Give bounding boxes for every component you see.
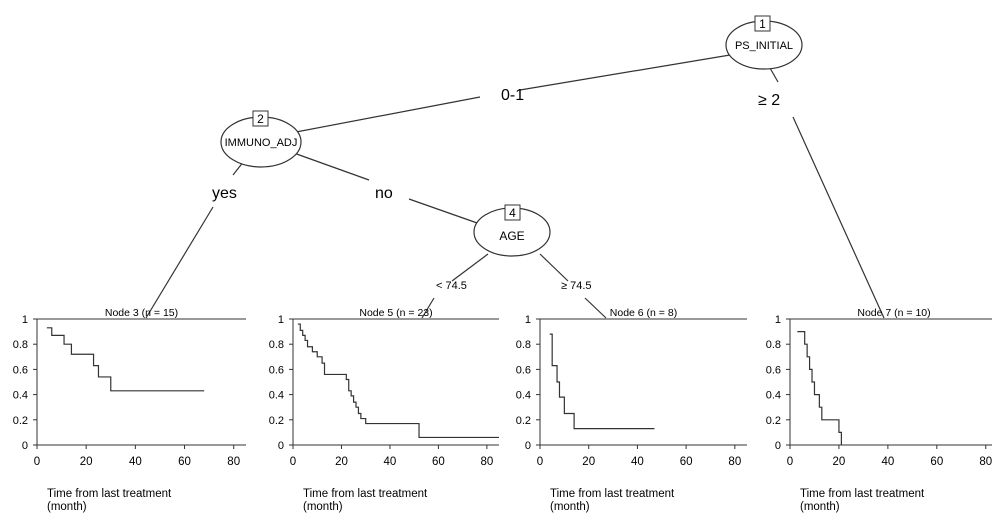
x-tick-label: 0 (290, 456, 296, 468)
node-1-id: 1 (759, 17, 766, 31)
node-2-id: 2 (257, 112, 264, 126)
x-axis-label-unit: (month) (550, 501, 590, 513)
x-tick-label: 60 (930, 456, 943, 468)
y-tick-label: 0.6 (13, 364, 28, 376)
node-4-id-box (504, 204, 521, 221)
node-4-id: 4 (509, 206, 516, 220)
y-tick-label: 0 (525, 440, 531, 452)
survival-curve (549, 333, 655, 430)
x-tick-label: 80 (227, 456, 240, 468)
tree-node-2: 2 IMMUNO_ADJ (220, 110, 302, 168)
edge-ge2-label-to-node7 (792, 116, 885, 319)
terminal-panel-node-6: Node 6 (n = 8) 0 0.2 0.4 0.6 0.8 1 0 20 40 60 80 Tim… (516, 307, 747, 513)
y-tick-label: 0.4 (13, 390, 28, 402)
panel-title: Node 7 (n = 10) (857, 307, 930, 319)
edge-label-ge-2: ≥ 2 (758, 92, 780, 109)
x-tick-label: 80 (480, 456, 493, 468)
node-2-variable: IMMUNO_ADJ (225, 137, 298, 149)
tree-edges (145, 54, 885, 319)
y-tick-label: 0.6 (766, 364, 781, 376)
edge-4-to-ge-label (539, 253, 569, 282)
x-tick-label: 60 (178, 456, 191, 468)
x-axis-label: Time from last treatment (800, 488, 925, 500)
y-tick-label: 0.2 (13, 415, 28, 427)
x-tick-label: 20 (80, 456, 93, 468)
x-axis-label: Time from last treatment (550, 488, 675, 500)
edge-4-to-lt-label (451, 253, 489, 282)
edge-yes-label-to-node3 (145, 206, 214, 319)
x-tick-label: 80 (979, 456, 992, 468)
survival-curve (797, 331, 842, 445)
x-tick-label: 0 (787, 456, 793, 468)
terminal-panel-node-3: Node 3 (n = 15) 0 0.2 0.4 0.6 0.8 1 0 20 40 60 80 Ti… (13, 307, 246, 513)
y-tick-label: 0 (278, 440, 284, 452)
y-tick-label: 0.6 (516, 364, 531, 376)
edge-label-yes: yes (212, 185, 237, 202)
y-tick-label: 0.4 (269, 390, 284, 402)
edge-label-lt-74-5: < 74.5 (436, 280, 467, 292)
x-tick-label: 60 (680, 456, 693, 468)
panel-title: Node 6 (n = 8) (610, 307, 677, 319)
node-1-variable: PS_INITIAL (735, 40, 793, 52)
y-tick-label: 0 (22, 440, 28, 452)
node-1-id-box (754, 15, 771, 32)
y-tick-label: 0.2 (269, 415, 284, 427)
y-tick-label: 0.2 (766, 415, 781, 427)
node-4-variable: AGE (499, 229, 524, 243)
x-axis-label-unit: (month) (800, 501, 840, 513)
edge-label-ge-74-5: ≥ 74.5 (561, 280, 592, 292)
x-tick-label: 20 (582, 456, 595, 468)
y-tick-label: 0.8 (269, 339, 284, 351)
x-tick-label: 20 (833, 456, 846, 468)
tree-node-4: 4 AGE (473, 204, 551, 257)
y-tick-label: 0.2 (516, 415, 531, 427)
edge-lt-label-to-node5 (421, 297, 435, 319)
x-tick-label: 40 (631, 456, 644, 468)
y-tick-label: 0.8 (766, 339, 781, 351)
x-tick-label: 40 (881, 456, 894, 468)
x-tick-label: 20 (335, 456, 348, 468)
x-axis-label-unit: (month) (47, 501, 87, 513)
x-axis-label-unit: (month) (303, 501, 343, 513)
y-tick-label: 0.8 (516, 339, 531, 351)
panel-title: Node 3 (n = 15) (105, 307, 178, 319)
y-tick-label: 1 (775, 314, 781, 326)
y-tick-label: 0.4 (766, 390, 781, 402)
x-tick-label: 0 (537, 456, 543, 468)
panel-title: Node 5 (n = 23) (359, 307, 432, 319)
tree-node-1: 1 PS_INITIAL (725, 15, 803, 70)
x-axis-label: Time from last treatment (47, 488, 172, 500)
edge-1-to-0-1-label (519, 54, 731, 91)
x-tick-label: 40 (384, 456, 397, 468)
y-tick-label: 0.8 (13, 339, 28, 351)
y-tick-label: 0.4 (516, 390, 531, 402)
x-axis-label: Time from last treatment (303, 488, 428, 500)
x-tick-label: 60 (432, 456, 445, 468)
x-tick-label: 0 (34, 456, 40, 468)
survival-curve (297, 323, 499, 439)
edge-no-label-to-4 (408, 198, 481, 225)
edge-label-no: no (375, 185, 393, 202)
y-tick-label: 1 (278, 314, 284, 326)
edge-2-to-no-label (290, 151, 370, 181)
y-tick-label: 0 (775, 440, 781, 452)
edge-label-0-1: 0-1 (501, 87, 524, 104)
edge-0-1-label-to-2 (295, 96, 481, 133)
terminal-panel-node-5: Node 5 (n = 23) 0 0.2 0.4 0.6 0.8 1 0 20 40 60 80 Ti… (269, 307, 499, 513)
terminal-panel-node-7: Node 7 (n = 10) 0 0.2 0.4 0.6 0.8 1 0 20 40 60 80 Ti… (766, 307, 992, 513)
x-tick-label: 80 (728, 456, 741, 468)
y-tick-label: 0.6 (269, 364, 284, 376)
edge-ge-label-to-node6 (584, 297, 607, 319)
survival-curve (46, 327, 205, 392)
edge-1-to-ge2-label (769, 67, 779, 83)
y-tick-label: 1 (22, 314, 28, 326)
node-2-id-box (252, 110, 269, 127)
x-tick-label: 40 (129, 456, 142, 468)
y-tick-label: 1 (525, 314, 531, 326)
